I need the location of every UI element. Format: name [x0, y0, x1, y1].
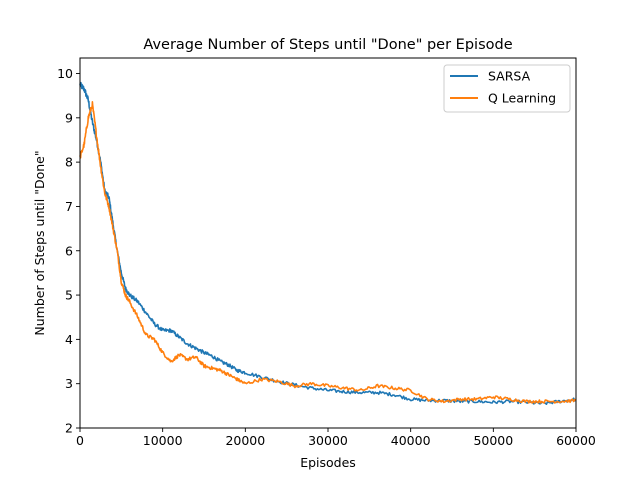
y-tick-label: 7	[65, 199, 73, 214]
x-tick-label: 50000	[473, 433, 513, 448]
x-axis-label: Episodes	[300, 455, 356, 470]
y-tick-label: 8	[65, 155, 73, 170]
y-tick-label: 5	[65, 288, 73, 303]
y-tick-label: 4	[65, 332, 73, 347]
x-tick-label: 60000	[556, 433, 596, 448]
series-line-q-learning	[79, 101, 577, 404]
y-axis-label: Number of Steps until "Done"	[32, 150, 47, 335]
y-tick-label: 2	[65, 421, 73, 436]
x-tick-label: 10000	[143, 433, 183, 448]
x-tick-label: 30000	[308, 433, 348, 448]
y-tick-label: 9	[65, 110, 73, 125]
y-tick-label: 6	[65, 243, 73, 258]
y-tick-label: 3	[65, 376, 73, 391]
legend-label-q-learning: Q Learning	[488, 91, 556, 106]
x-axis-ticks: 0 10000 20000 30000 40000 50000 60000	[76, 428, 596, 448]
chart-title: Average Number of Steps until "Done" per…	[143, 37, 512, 53]
x-tick-label: 40000	[391, 433, 431, 448]
series-layer	[79, 81, 577, 406]
plot-frame	[79, 57, 577, 429]
x-tick-label: 0	[76, 433, 84, 448]
y-tick-label: 10	[57, 66, 73, 81]
legend: SARSA Q Learning	[443, 64, 571, 113]
legend-label-sarsa: SARSA	[488, 69, 531, 84]
series-line-sarsa	[79, 81, 577, 406]
x-tick-label: 20000	[225, 433, 265, 448]
y-axis-ticks: 2 3 4 5 6 7 8 9 10	[57, 66, 80, 436]
